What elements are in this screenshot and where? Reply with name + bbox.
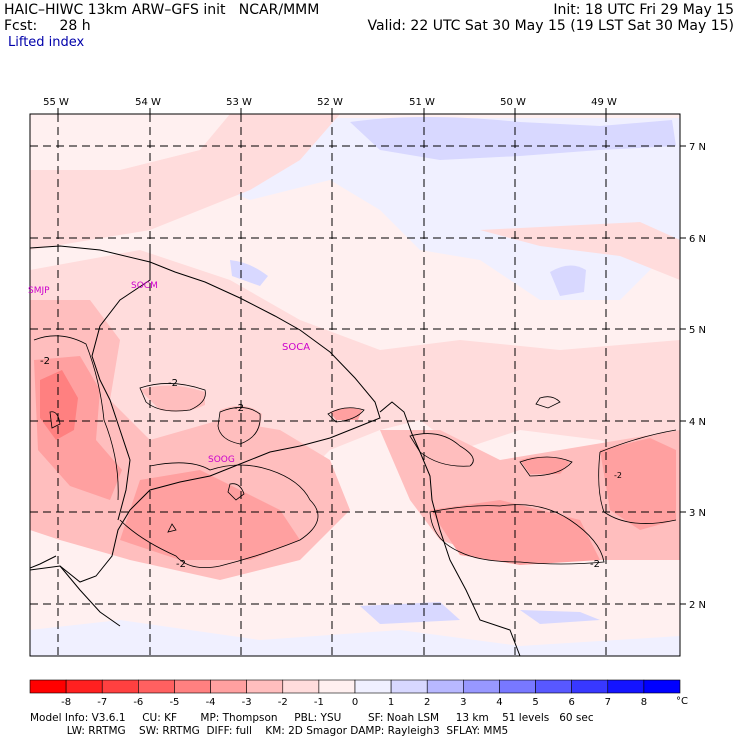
forecast-hour: Fcst: 28 h (4, 18, 91, 34)
valid-time: Valid: 22 UTC Sat 30 May 15 (19 LST Sat … (367, 18, 734, 34)
lon-label: 54 W (135, 97, 161, 108)
colorbar-tick-label: 0 (352, 697, 358, 708)
lat-lon-grid (30, 114, 680, 656)
colorbar-tick-label: -6 (133, 697, 143, 708)
colorbar-tick-label: 1 (388, 697, 394, 708)
colorbar-swatch (101, 679, 139, 694)
contour-label: -2 (590, 559, 600, 570)
colorbar-swatch (65, 679, 103, 694)
lon-label: 52 W (317, 97, 343, 108)
field-name: Lifted index (8, 35, 85, 50)
colorbar-swatch (607, 679, 645, 694)
lat-label: 6 N (689, 234, 706, 245)
colorbar-tick-label: 4 (496, 697, 502, 708)
lat-label: 4 N (689, 417, 706, 428)
coastline-borders (30, 245, 521, 656)
axis-ticks (57, 108, 686, 605)
colorbar-swatch (499, 679, 536, 694)
colorbar-unit: °C (676, 696, 688, 707)
contour-label: -2 (614, 471, 622, 480)
colorbar-swatch (282, 679, 320, 694)
contour-label: -2 (168, 378, 178, 389)
colorbar-tick-label: 2 (424, 697, 430, 708)
colorbar-tick-label: 3 (460, 697, 466, 708)
colorbar-tick-label: -7 (97, 697, 107, 708)
colorbar-tick-label: 7 (605, 697, 611, 708)
lat-label: 7 N (689, 142, 706, 153)
colorbar-swatch (318, 679, 356, 694)
colorbar-swatch (390, 679, 428, 694)
colorbar-swatch (354, 679, 392, 694)
colorbar-swatch (246, 679, 284, 694)
colorbar-tick-label: -3 (242, 697, 252, 708)
lon-label: 50 W (500, 97, 526, 108)
colorbar-swatch (426, 679, 464, 694)
contour-label: -2 (234, 403, 244, 414)
colorbar-swatch (571, 679, 609, 694)
colorbar-tick-label: -5 (169, 697, 179, 708)
colorbar-swatch (174, 679, 211, 694)
colorbar-tick-label: 5 (532, 697, 538, 708)
station-label: SMJP (28, 286, 50, 296)
colorbar: -8 -7 -6 -5 -4 -3 -2 -1 0 1 2 3 4 5 6 7 8 (29, 679, 681, 708)
lat-label: 2 N (689, 600, 706, 611)
contour-lines (33, 335, 677, 569)
lon-label: 49 W (591, 97, 617, 108)
contour-label: -2 (176, 559, 186, 570)
init-time: Init: 18 UTC Fri 29 May 15 (553, 2, 734, 18)
station-label: SOCM (131, 281, 158, 291)
colorbar-tick-label: -4 (206, 697, 216, 708)
colorbar-swatch (643, 679, 681, 694)
colorbar-tick-label: 8 (641, 697, 647, 708)
colorbar-swatch (29, 679, 67, 694)
colorbar-swatch (210, 679, 247, 694)
lon-label: 55 W (43, 97, 69, 108)
station-label: SOCA (282, 342, 310, 353)
map-frame (29, 113, 681, 657)
model-info-line2: LW: RRTMG SW: RRTMG DIFF: full KM: 2D Sm… (30, 725, 509, 737)
shaded-field (30, 114, 680, 656)
station-label: SOOG (208, 455, 235, 465)
lon-label: 51 W (409, 97, 435, 108)
colorbar-swatch (463, 679, 500, 694)
colorbar-tick-label: -2 (278, 697, 288, 708)
colorbar-swatch (138, 679, 175, 694)
model-title: HAIC–HIWC 13km ARW–GFS init NCAR/MMM (4, 2, 320, 18)
colorbar-tick-label: 6 (568, 697, 574, 708)
lon-label: 53 W (226, 97, 252, 108)
lat-label: 3 N (689, 508, 706, 519)
colorbar-tick-label: -1 (314, 697, 324, 708)
contour-label: -2 (40, 356, 50, 367)
colorbar-tick-label: -8 (61, 697, 71, 708)
colorbar-swatch (535, 679, 572, 694)
model-info-line1: Model Info: V3.6.1 CU: KF MP: Thompson P… (30, 712, 594, 724)
lat-label: 5 N (689, 325, 706, 336)
